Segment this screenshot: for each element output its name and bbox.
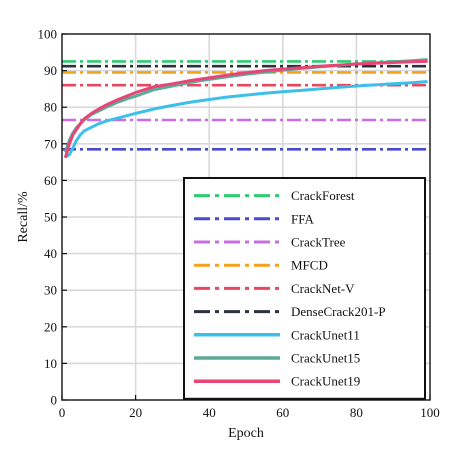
y-tick-label: 20 [44,319,57,334]
legend-label: MFCD [291,258,328,273]
y-tick-label: 100 [38,27,58,42]
y-tick-label: 10 [44,356,57,371]
x-tick-label: 60 [276,405,289,420]
y-tick-label: 60 [44,173,57,188]
legend-label: CrackNet-V [291,281,355,296]
legend-label: CrackForest [291,188,355,203]
series-lines [62,58,430,159]
legend-label: CrackTree [291,235,346,250]
legend-label: FFA [291,211,314,226]
y-tick-label: 40 [44,246,57,261]
x-axis-title: Epoch [228,426,264,441]
legend-label: CrackUnet15 [291,351,360,366]
x-tick-label: 40 [203,405,216,420]
y-axis-title: Recall/% [16,191,31,243]
x-tick-label: 80 [350,405,363,420]
series-line-crackunet19 [64,59,428,159]
y-tick-label: 70 [44,136,57,151]
series-line-crackunet11 [64,80,428,159]
y-tick-label: 0 [51,393,58,408]
legend: CrackForest FFA CrackTree MFCD CrackNet-V Den… [183,177,426,400]
y-tick-label: 80 [44,100,57,115]
axes: 0 20 40 60 80 100 0 10 20 30 40 50 60 70 80 90 100 [38,27,440,421]
x-tick-label: 20 [129,405,142,420]
legend-label: DenseCrack201-P [291,304,386,319]
legend-label: CrackUnet11 [291,327,360,342]
x-tick-label: 0 [59,405,66,420]
y-tick-label: 90 [44,63,57,78]
y-tick-label: 50 [44,210,57,225]
legend-label: CrackUnet19 [291,374,360,389]
x-tick-label: 100 [420,405,440,420]
y-tick-label: 30 [44,283,57,298]
